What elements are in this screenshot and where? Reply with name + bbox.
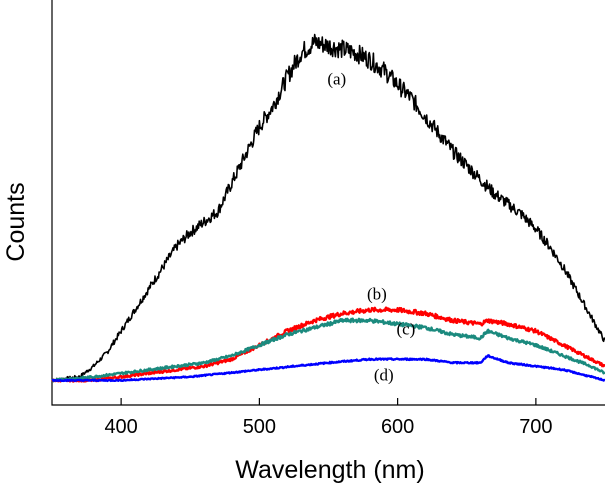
y-axis-title: Counts (2, 182, 30, 261)
x-tick-label: 600 (381, 416, 414, 438)
series-annotation-label: (b) (367, 284, 387, 303)
x-tick-label: 500 (243, 416, 276, 438)
series-layer (51, 33, 605, 383)
series-line-a (51, 33, 605, 383)
plot-area: (a) (b) (c) (d) 400 500 600 700 (51, 0, 605, 438)
x-axis-title: Wavelength (nm) (235, 456, 424, 484)
x-ticks: 400 500 600 700 (104, 398, 553, 438)
series-annotation-label: (c) (396, 320, 415, 339)
series-line-b (51, 306, 605, 383)
series-line-d (51, 354, 605, 383)
series-annotation-label: (a) (327, 70, 346, 89)
annotation-layer: (a) (b) (c) (d) (327, 70, 415, 385)
x-tick-label: 700 (519, 416, 552, 438)
x-tick-label: 400 (104, 416, 137, 438)
series-line-c (51, 317, 605, 382)
series-annotation-label: (d) (374, 365, 394, 384)
axis-frame (51, 0, 605, 406)
